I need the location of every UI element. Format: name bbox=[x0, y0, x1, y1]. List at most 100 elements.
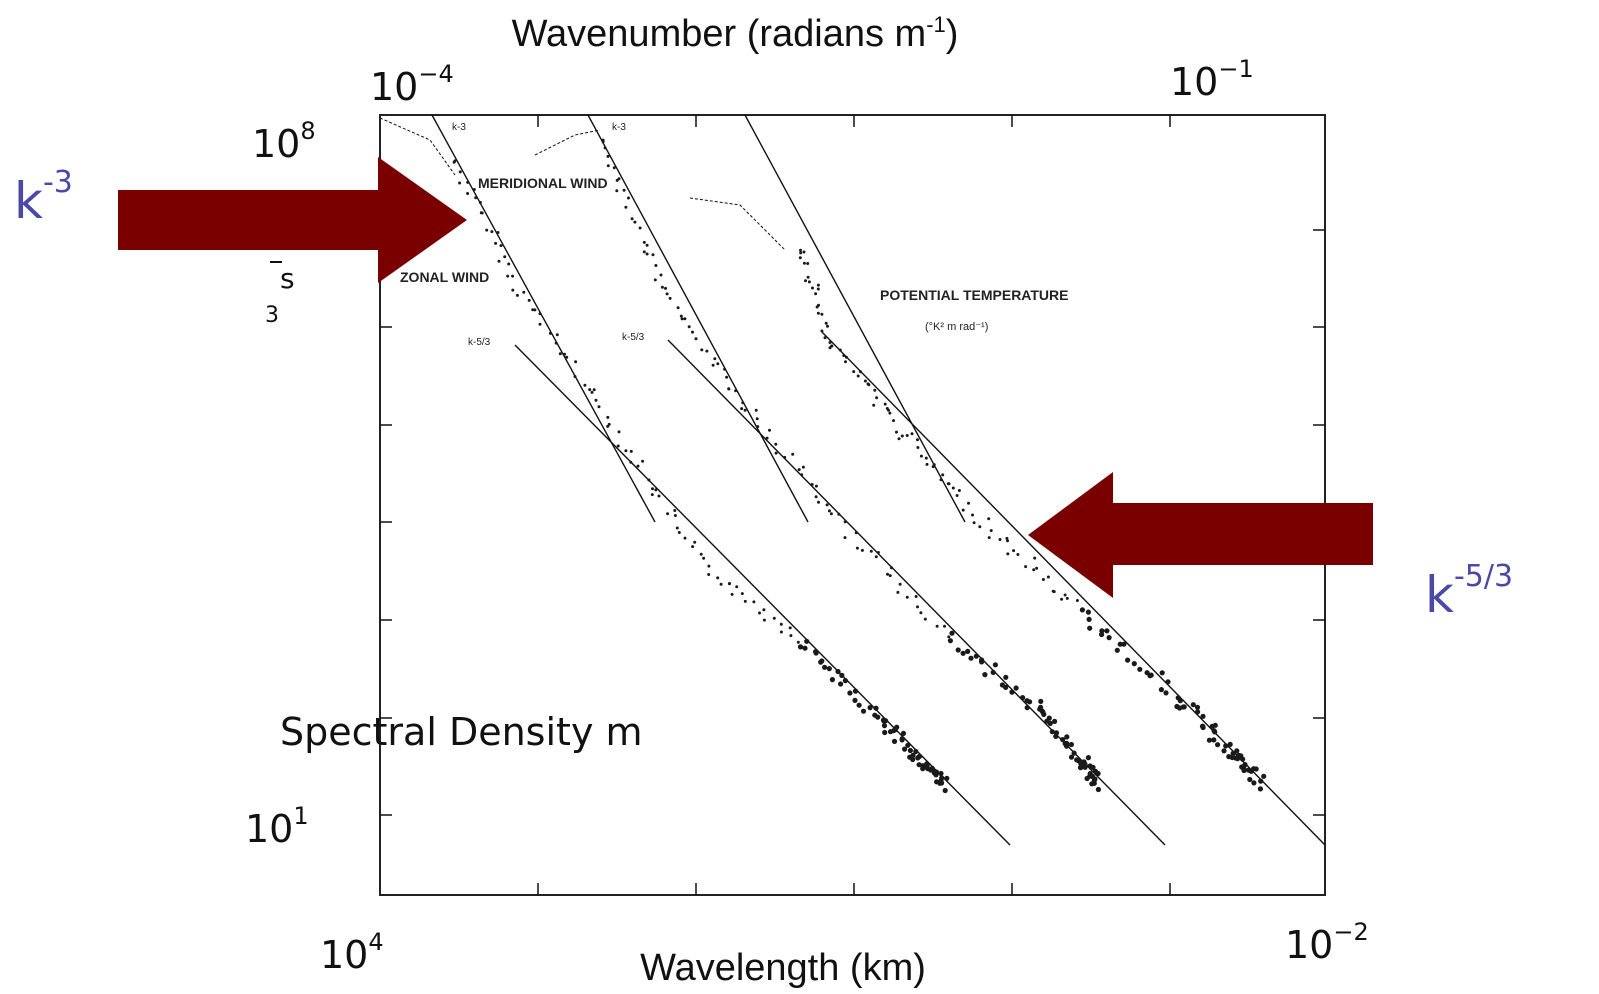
data-point bbox=[607, 422, 611, 426]
data-point bbox=[797, 644, 804, 650]
data-point bbox=[1079, 607, 1085, 613]
data-point bbox=[897, 437, 901, 441]
data-point bbox=[814, 292, 818, 296]
data-point bbox=[1027, 699, 1033, 705]
data-point bbox=[910, 432, 914, 436]
data-point bbox=[905, 595, 909, 599]
data-point bbox=[783, 455, 787, 459]
data-point bbox=[548, 331, 552, 335]
slope-line-k3 bbox=[431, 114, 656, 523]
data-point bbox=[933, 769, 940, 775]
data-point bbox=[683, 536, 687, 540]
data-point bbox=[1117, 641, 1123, 647]
data-point bbox=[606, 164, 610, 168]
data-point bbox=[1147, 673, 1153, 679]
data-point bbox=[1047, 720, 1053, 727]
data-point bbox=[875, 396, 879, 400]
data-point bbox=[728, 582, 731, 585]
data-point bbox=[1075, 599, 1079, 602]
data-point bbox=[801, 465, 805, 469]
data-point bbox=[1012, 549, 1016, 553]
data-point bbox=[1211, 737, 1217, 743]
data-point bbox=[1074, 757, 1080, 763]
data-point bbox=[627, 196, 630, 200]
data-point bbox=[740, 407, 744, 411]
slope-label-k53-meridional: k-5/3 bbox=[622, 332, 645, 343]
data-point bbox=[882, 729, 888, 736]
data-point bbox=[1077, 765, 1084, 771]
data-point bbox=[1064, 734, 1070, 740]
data-point bbox=[654, 488, 658, 492]
data-point bbox=[752, 600, 756, 604]
data-point bbox=[932, 463, 936, 467]
data-point bbox=[741, 401, 745, 405]
data-point bbox=[506, 274, 510, 278]
data-point bbox=[883, 718, 889, 724]
data-point bbox=[622, 188, 626, 192]
data-point bbox=[797, 468, 801, 472]
data-point bbox=[1215, 742, 1221, 748]
data-point bbox=[1085, 755, 1091, 761]
data-point bbox=[636, 464, 640, 468]
data-point bbox=[992, 662, 999, 668]
data-point bbox=[734, 389, 738, 393]
data-point bbox=[814, 484, 818, 488]
data-point bbox=[814, 495, 818, 499]
data-point bbox=[960, 650, 966, 656]
data-point bbox=[707, 573, 711, 576]
data-point bbox=[1060, 737, 1066, 743]
data-point bbox=[657, 494, 661, 498]
data-point bbox=[533, 308, 537, 312]
data-point bbox=[829, 677, 836, 683]
data-point bbox=[944, 775, 950, 781]
data-point bbox=[588, 388, 592, 392]
data-point bbox=[1221, 748, 1227, 754]
data-point bbox=[843, 536, 847, 540]
data-point bbox=[1247, 776, 1253, 783]
data-point bbox=[538, 312, 542, 316]
data-point bbox=[1257, 786, 1263, 792]
data-point bbox=[1006, 552, 1010, 556]
data-point bbox=[1020, 695, 1026, 701]
data-point bbox=[888, 411, 892, 415]
data-point bbox=[680, 317, 684, 321]
data-point bbox=[705, 349, 709, 353]
data-point bbox=[1194, 704, 1201, 710]
slope-label-k3-meridional: k-3 bbox=[612, 122, 626, 133]
data-point bbox=[1227, 741, 1233, 748]
data-point bbox=[955, 494, 959, 497]
data-point bbox=[768, 428, 771, 432]
data-point bbox=[479, 211, 483, 215]
data-point bbox=[888, 574, 892, 578]
data-point bbox=[677, 531, 681, 534]
data-point bbox=[955, 647, 961, 653]
data-point bbox=[713, 357, 717, 361]
data-point bbox=[789, 634, 793, 638]
data-point bbox=[590, 390, 594, 394]
data-point bbox=[1084, 775, 1090, 782]
data-point bbox=[716, 576, 720, 580]
data-point bbox=[1253, 766, 1259, 772]
data-point bbox=[700, 348, 704, 352]
data-point bbox=[965, 648, 971, 655]
data-point bbox=[1013, 685, 1019, 691]
data-point bbox=[779, 630, 783, 634]
data-point bbox=[895, 430, 898, 434]
data-point bbox=[762, 608, 766, 612]
data-point bbox=[941, 473, 945, 477]
data-point bbox=[860, 548, 864, 552]
data-point bbox=[810, 483, 814, 486]
data-point bbox=[973, 653, 979, 659]
data-point bbox=[494, 241, 498, 245]
data-point bbox=[774, 442, 778, 446]
data-point bbox=[554, 341, 558, 345]
data-point bbox=[916, 753, 923, 760]
data-point bbox=[527, 298, 531, 302]
data-point bbox=[574, 360, 578, 364]
data-point bbox=[916, 446, 920, 449]
data-point bbox=[1035, 566, 1039, 570]
data-point bbox=[900, 730, 907, 737]
data-point bbox=[638, 226, 642, 230]
data-point bbox=[664, 286, 667, 290]
data-point bbox=[1095, 770, 1101, 777]
